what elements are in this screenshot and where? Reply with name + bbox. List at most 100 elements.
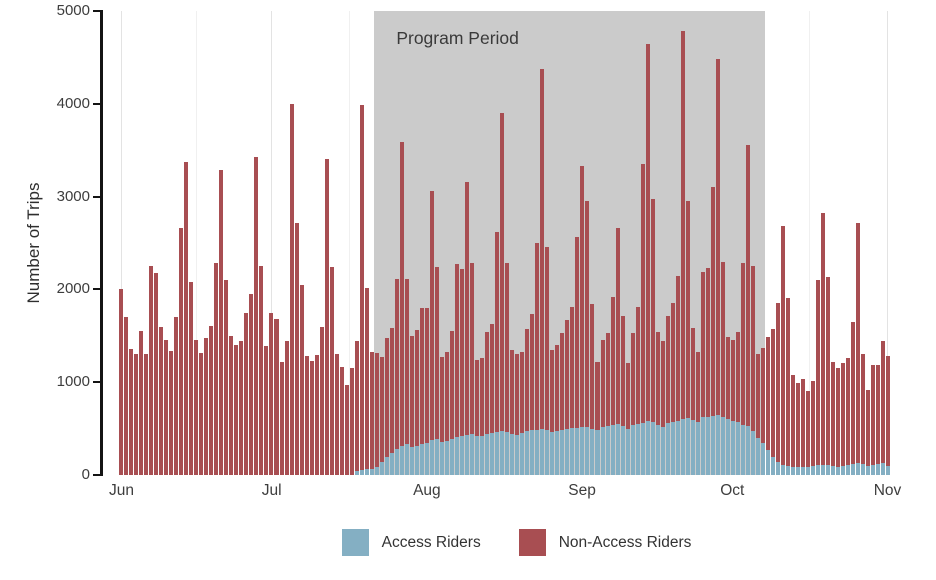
bar — [409, 335, 414, 475]
bar — [856, 222, 861, 475]
bar — [149, 266, 154, 475]
bar — [710, 187, 715, 475]
bar-segment-access-riders — [369, 468, 374, 475]
bar-segment-non-access-riders — [460, 268, 465, 437]
bar-segment-non-access-riders — [184, 162, 189, 475]
bar-segment-access-riders — [831, 466, 836, 475]
bar-segment-access-riders — [379, 462, 384, 475]
bar — [816, 280, 821, 475]
bar-segment-non-access-riders — [359, 104, 364, 470]
bar-segment-non-access-riders — [605, 333, 610, 426]
bar-segment-non-access-riders — [299, 284, 304, 475]
bar-segment-access-riders — [510, 434, 515, 475]
bar-segment-access-riders — [720, 416, 725, 475]
bar-segment-access-riders — [450, 438, 455, 475]
month-gridline — [121, 11, 122, 475]
bar — [846, 358, 851, 475]
bar-segment-non-access-riders — [530, 314, 535, 431]
bar-segment-access-riders — [786, 465, 791, 475]
bar-segment-non-access-riders — [675, 276, 680, 422]
bar-segment-non-access-riders — [771, 329, 776, 457]
bar-segment-non-access-riders — [399, 141, 404, 447]
bar-segment-access-riders — [816, 465, 821, 475]
bar — [500, 113, 505, 475]
bar — [700, 271, 705, 475]
bar — [861, 354, 866, 475]
bar-segment-non-access-riders — [871, 364, 876, 465]
non-access-riders-swatch — [518, 529, 546, 556]
bar-segment-access-riders — [565, 428, 570, 475]
bar-segment-access-riders — [354, 471, 359, 475]
bar-segment-non-access-riders — [134, 354, 139, 475]
bar — [595, 361, 600, 475]
bar-segment-non-access-riders — [715, 59, 720, 415]
bar — [159, 326, 164, 475]
y-axis-tick — [93, 195, 100, 198]
bar-segment-non-access-riders — [821, 213, 826, 465]
bar-segment-access-riders — [550, 432, 555, 475]
bar — [119, 289, 124, 475]
bar-segment-non-access-riders — [740, 263, 745, 425]
bar — [786, 297, 791, 475]
bar — [806, 391, 811, 475]
bar-segment-access-riders — [841, 465, 846, 475]
bar — [505, 262, 510, 475]
bar-segment-access-riders — [881, 462, 886, 475]
bar-segment-access-riders — [766, 449, 771, 475]
bar — [610, 296, 615, 475]
bar — [455, 264, 460, 475]
bar — [720, 261, 725, 475]
bar-segment-non-access-riders — [264, 346, 269, 475]
bar-segment-non-access-riders — [154, 272, 159, 475]
bar-segment-non-access-riders — [139, 331, 144, 475]
bar — [475, 359, 480, 475]
bar-segment-non-access-riders — [244, 312, 249, 475]
bar — [525, 329, 530, 475]
bar-segment-non-access-riders — [540, 69, 545, 429]
bar-segment-access-riders — [495, 432, 500, 475]
bar-segment-access-riders — [460, 436, 465, 475]
bar-segment-non-access-riders — [555, 345, 560, 432]
bar-segment-non-access-riders — [284, 341, 289, 475]
bar-segment-access-riders — [796, 467, 801, 475]
bar-segment-access-riders — [876, 463, 881, 475]
bar — [796, 383, 801, 475]
bar-segment-non-access-riders — [219, 169, 224, 475]
bar — [771, 329, 776, 475]
bar-segment-access-riders — [530, 430, 535, 475]
bar-segment-non-access-riders — [374, 353, 379, 467]
bar — [254, 156, 259, 475]
bar-segment-access-riders — [710, 415, 715, 475]
bar — [450, 331, 455, 475]
bar-segment-non-access-riders — [620, 316, 625, 426]
bar — [615, 227, 620, 475]
bar — [204, 337, 209, 475]
bar-segment-access-riders — [570, 427, 575, 475]
bar-segment-access-riders — [630, 424, 635, 475]
bar-segment-non-access-riders — [665, 316, 670, 424]
bar — [735, 332, 740, 475]
bar-segment-non-access-riders — [590, 304, 595, 429]
bar — [655, 331, 660, 475]
bar — [585, 201, 590, 475]
bar-segment-non-access-riders — [705, 268, 710, 417]
bar — [510, 349, 515, 475]
bar-segment-non-access-riders — [650, 199, 655, 423]
bar-segment-non-access-riders — [720, 261, 725, 417]
legend-label-access: Access Riders — [381, 533, 481, 551]
bar — [570, 307, 575, 475]
bar — [690, 328, 695, 475]
bar — [705, 268, 710, 475]
bar-segment-non-access-riders — [505, 262, 510, 433]
bar-segment-non-access-riders — [234, 345, 239, 475]
bar-segment-access-riders — [705, 416, 710, 475]
y-axis-tick-label: 4000 — [56, 94, 90, 112]
bar-segment-access-riders — [615, 423, 620, 475]
bar — [384, 337, 389, 475]
bar-segment-access-riders — [730, 421, 735, 475]
bar-segment-non-access-riders — [199, 353, 204, 475]
bar — [831, 361, 836, 475]
bar-segment-access-riders — [470, 434, 475, 475]
bar-segment-access-riders — [640, 423, 645, 475]
bar-segment-non-access-riders — [414, 330, 419, 447]
